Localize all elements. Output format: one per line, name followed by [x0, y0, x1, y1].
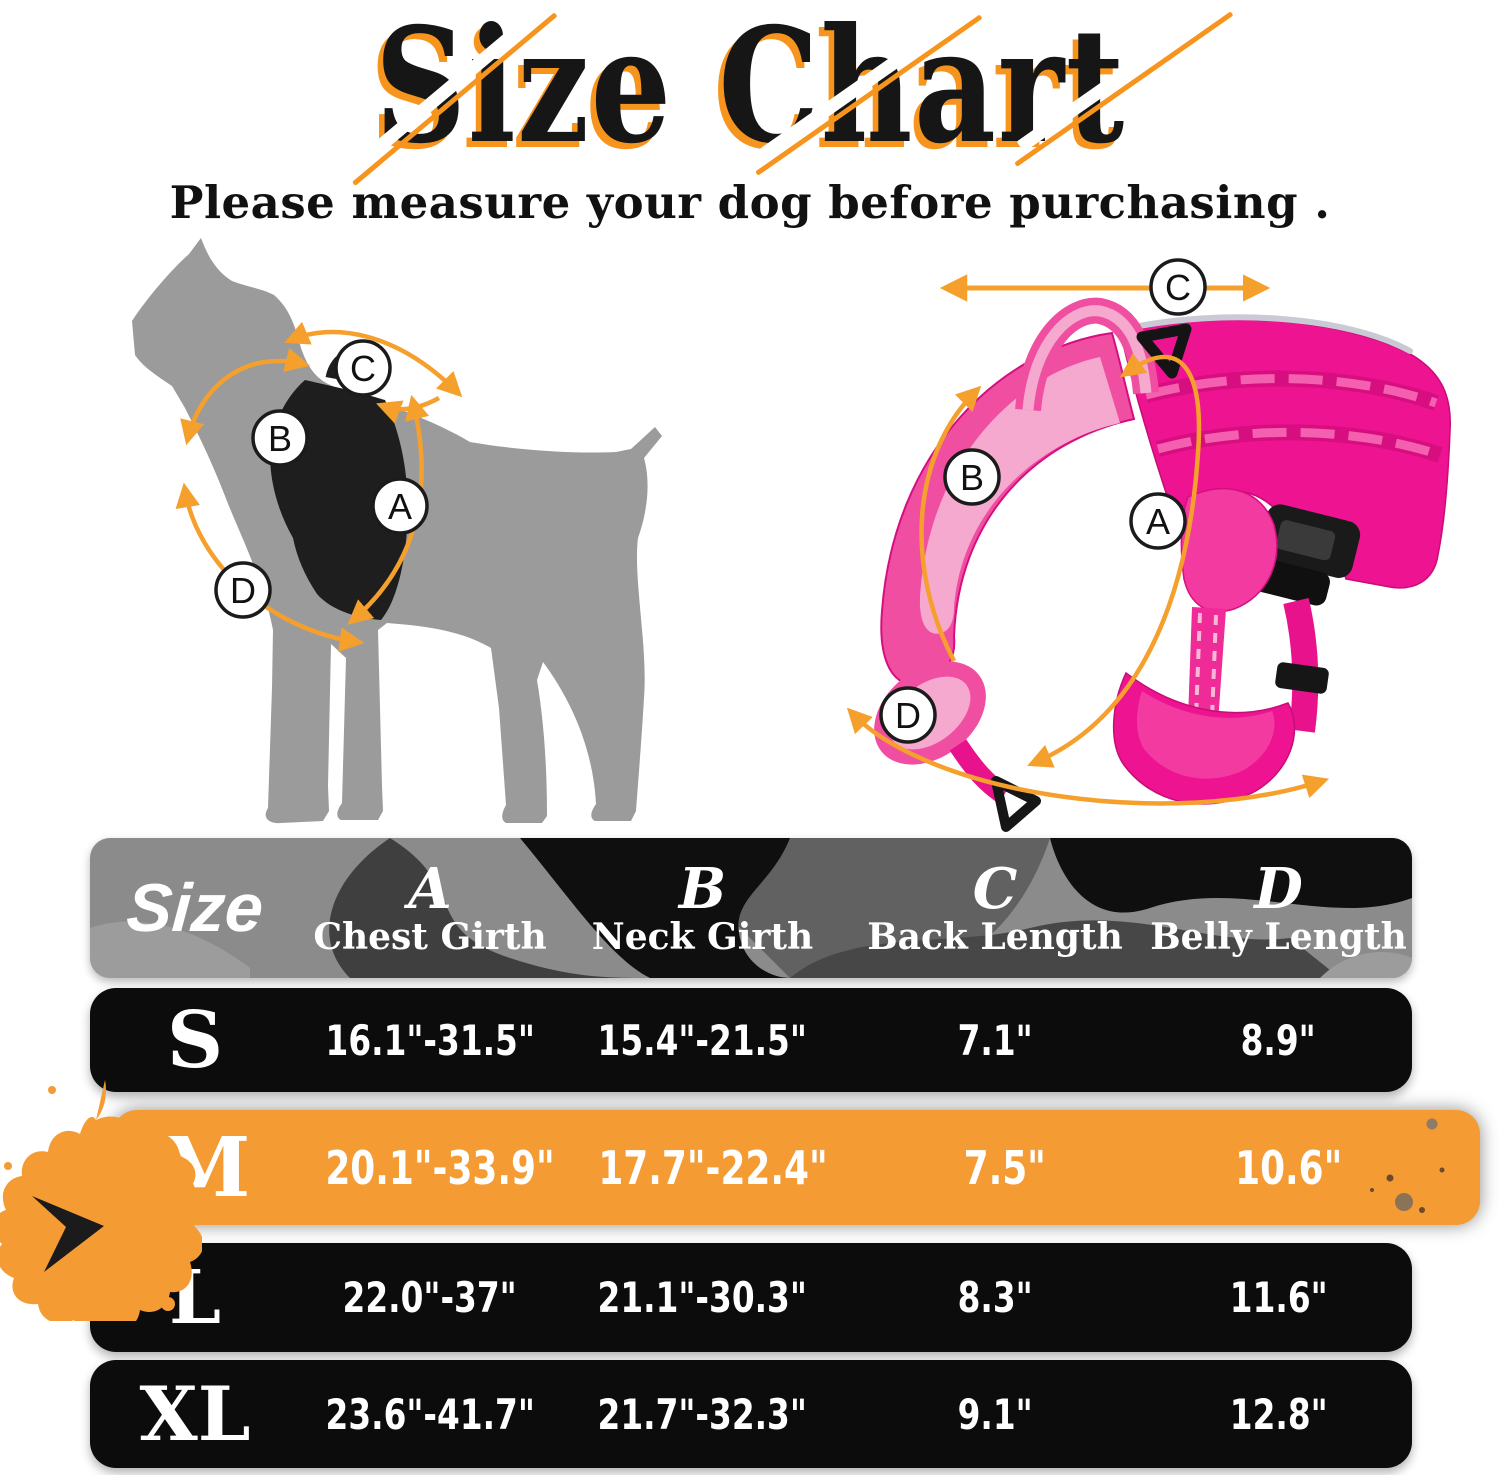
- chest-girth-value: 22.0"-37": [342, 1273, 518, 1322]
- svg-text:C: C: [350, 348, 376, 389]
- back-length-value: 7.5": [963, 1140, 1047, 1195]
- svg-text:D: D: [895, 695, 921, 736]
- paint-speckles: [1370, 1118, 1445, 1213]
- column-name: Belly Length: [1150, 915, 1407, 958]
- column-header-belly-length: D Belly Length: [1145, 855, 1412, 958]
- back-length-value: 9.1": [957, 1389, 1033, 1439]
- dog-label-d: D: [214, 561, 272, 619]
- svg-text:A: A: [388, 486, 412, 527]
- dog-measure-arrow-b: [180, 347, 311, 446]
- highlight-splatter: [0, 1080, 202, 1321]
- dog-label-c: C: [334, 339, 392, 397]
- harness-measure-arrow-b: [919, 385, 982, 663]
- neck-girth-value: 21.1"-30.3": [597, 1273, 808, 1322]
- camo-background: [90, 838, 1412, 978]
- table-row-size-xl: XL 23.6"-41.7" 21.7"-32.3" 9.1" 12.8": [90, 1360, 1412, 1468]
- harness-label-d: D: [879, 686, 937, 744]
- column-letter: D: [1254, 855, 1303, 922]
- belly-length-value: 12.8": [1229, 1389, 1328, 1439]
- title-block: Size Chart: [0, 0, 1500, 167]
- harness-buckle: [1254, 504, 1361, 606]
- harness-label-a: A: [1129, 492, 1187, 550]
- table-row-size-l: L 22.0"-37" 21.1"-30.3" 8.3" 11.6": [90, 1243, 1412, 1352]
- header-row: Size A Chest Girth B Neck Girth C Back L…: [90, 838, 1412, 978]
- neck-girth-value: 17.7"-22.4": [597, 1140, 828, 1195]
- column-name: Neck Girth: [591, 915, 814, 958]
- table-row-size-s: S 16.1"-31.5" 15.4"-21.5" 7.1" 8.9": [90, 988, 1412, 1092]
- svg-text:D: D: [230, 570, 256, 611]
- subtitle: Please measure your dog before purchasin…: [169, 176, 1331, 229]
- size-label: XL: [139, 1370, 251, 1458]
- page-title: Size Chart: [374, 0, 1126, 179]
- belly-length-value: 8.9": [1240, 1015, 1317, 1065]
- neck-girth-value: 21.7"-32.3": [597, 1389, 808, 1439]
- selection-arrow-icon: [32, 1196, 104, 1272]
- harness-chest-mesh: [1180, 488, 1278, 613]
- harness-label-b: B: [943, 448, 1001, 506]
- size-label: S: [166, 994, 224, 1086]
- belly-length-value: 11.6": [1229, 1273, 1328, 1322]
- chest-girth-value: 23.6"-41.7": [325, 1389, 535, 1439]
- harness-molle-row-stitch: [1156, 427, 1442, 460]
- column-letter: B: [678, 855, 727, 922]
- column-header-chest-girth: A Chest Girth: [300, 855, 560, 958]
- dog-measure-arrow-c-return: [376, 396, 441, 424]
- harness-measure-arrow-d: [846, 707, 1330, 806]
- dog-label-a: A: [371, 477, 429, 535]
- dog-measurement-diagram: C B A D: [132, 238, 662, 824]
- column-letter: C: [972, 855, 1018, 922]
- svg-text:B: B: [268, 418, 292, 459]
- column-letter: A: [408, 855, 452, 922]
- table-header-band: Size A Chest Girth B Neck Girth C Back L…: [90, 838, 1412, 978]
- table-row-size-m-highlighted: M 20.1"-33.9" 17.7"-22.4" 7.5" 10.6": [113, 1110, 1480, 1225]
- harness-molle-row-stitch: [1144, 374, 1438, 408]
- harness-label-c: C: [1149, 258, 1207, 316]
- column-header-neck-girth: B Neck Girth: [560, 855, 845, 958]
- harness-measure-arrow-a: [1027, 352, 1202, 768]
- svg-text:C: C: [1165, 267, 1191, 308]
- column-header-size: Size: [124, 870, 266, 946]
- back-length-value: 8.3": [957, 1273, 1033, 1322]
- harness-center-strap: [1188, 607, 1226, 723]
- column-name: Back Length: [867, 915, 1123, 958]
- harness-v-ring: [1136, 323, 1192, 379]
- neck-girth-value: 15.4"-21.5": [597, 1015, 808, 1065]
- column-name: Chest Girth: [313, 915, 547, 958]
- svg-text:B: B: [960, 457, 984, 498]
- chest-girth-value: 16.1"-31.5": [325, 1015, 535, 1065]
- back-length-value: 7.1": [957, 1015, 1033, 1065]
- harness-reflective-edge: [1121, 314, 1413, 354]
- dog-label-b: B: [251, 409, 309, 467]
- svg-text:A: A: [1146, 501, 1170, 542]
- harness-product-diagram: C B A D: [846, 258, 1451, 832]
- column-header-back-length: C Back Length: [845, 855, 1145, 958]
- dog-measure-arrow-c: [284, 321, 463, 398]
- belly-length-value: 10.6": [1234, 1140, 1343, 1195]
- chest-girth-value: 20.1"-33.9": [325, 1140, 555, 1195]
- harness-strap-slider: [1275, 662, 1329, 694]
